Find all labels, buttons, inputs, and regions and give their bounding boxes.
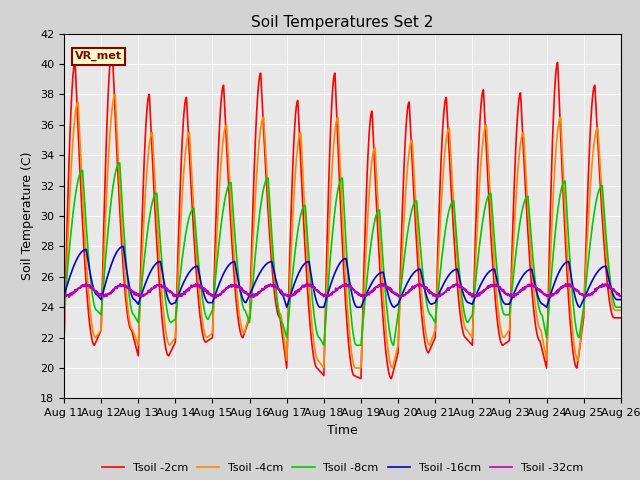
Tsoil -8cm [406, 215, 414, 220]
Line: Tsoil -8cm: Tsoil -8cm [64, 163, 621, 345]
Tsoil -32cm [508, 293, 516, 299]
Tsoil -32cm [212, 295, 220, 301]
Tsoil -2cm [593, 120, 601, 126]
Tsoil -16cm [508, 295, 516, 300]
Tsoil -4cm [60, 335, 68, 340]
Tsoil -2cm [164, 352, 172, 358]
Title: Soil Temperatures Set 2: Soil Temperatures Set 2 [252, 15, 433, 30]
Tsoil -16cm [120, 243, 127, 249]
Tsoil -8cm [593, 195, 601, 201]
Tsoil -32cm [303, 280, 311, 286]
Tsoil -8cm [164, 312, 172, 318]
Tsoil -4cm [212, 249, 220, 254]
Tsoil -8cm [212, 269, 220, 275]
Tsoil -16cm [593, 270, 601, 276]
Tsoil -4cm [593, 126, 601, 132]
Tsoil -2cm [357, 376, 365, 382]
Tsoil -16cm [617, 297, 625, 302]
Tsoil -2cm [108, 46, 116, 52]
Tsoil -32cm [60, 291, 68, 297]
X-axis label: Time: Time [327, 424, 358, 437]
Line: Tsoil -2cm: Tsoil -2cm [64, 49, 621, 379]
Tsoil -4cm [111, 92, 119, 97]
Tsoil -8cm [348, 324, 356, 329]
Tsoil -16cm [348, 292, 356, 298]
Tsoil -2cm [406, 119, 414, 125]
Tsoil -32cm [164, 286, 172, 292]
Tsoil -16cm [212, 289, 220, 295]
Tsoil -4cm [508, 271, 516, 277]
Tsoil -2cm [617, 315, 625, 321]
Tsoil -4cm [320, 365, 328, 371]
Tsoil -4cm [164, 339, 172, 345]
Tsoil -4cm [348, 355, 356, 360]
Tsoil -4cm [406, 142, 414, 148]
Tsoil -2cm [212, 212, 220, 217]
Tsoil -8cm [116, 160, 124, 166]
Tsoil -8cm [320, 342, 328, 348]
Tsoil -8cm [508, 286, 516, 292]
Tsoil -16cm [60, 292, 68, 298]
Tsoil -2cm [508, 250, 516, 255]
Line: Tsoil -4cm: Tsoil -4cm [64, 95, 621, 368]
Tsoil -16cm [406, 275, 414, 281]
Y-axis label: Soil Temperature (C): Soil Temperature (C) [22, 152, 35, 280]
Tsoil -8cm [617, 304, 625, 310]
Tsoil -32cm [617, 293, 625, 299]
Tsoil -8cm [60, 307, 68, 313]
Tsoil -16cm [164, 295, 172, 301]
Tsoil -4cm [617, 307, 625, 313]
Tsoil -2cm [348, 367, 356, 373]
Legend: Tsoil -2cm, Tsoil -4cm, Tsoil -8cm, Tsoil -16cm, Tsoil -32cm: Tsoil -2cm, Tsoil -4cm, Tsoil -8cm, Tsoi… [97, 459, 588, 478]
Tsoil -32cm [406, 288, 414, 294]
Line: Tsoil -16cm: Tsoil -16cm [64, 246, 621, 307]
Line: Tsoil -32cm: Tsoil -32cm [64, 283, 621, 298]
Tsoil -16cm [283, 304, 291, 310]
Tsoil -32cm [348, 285, 356, 290]
Tsoil -32cm [212, 292, 220, 298]
Tsoil -2cm [60, 342, 68, 348]
Tsoil -32cm [593, 285, 601, 291]
Text: VR_met: VR_met [75, 51, 122, 61]
